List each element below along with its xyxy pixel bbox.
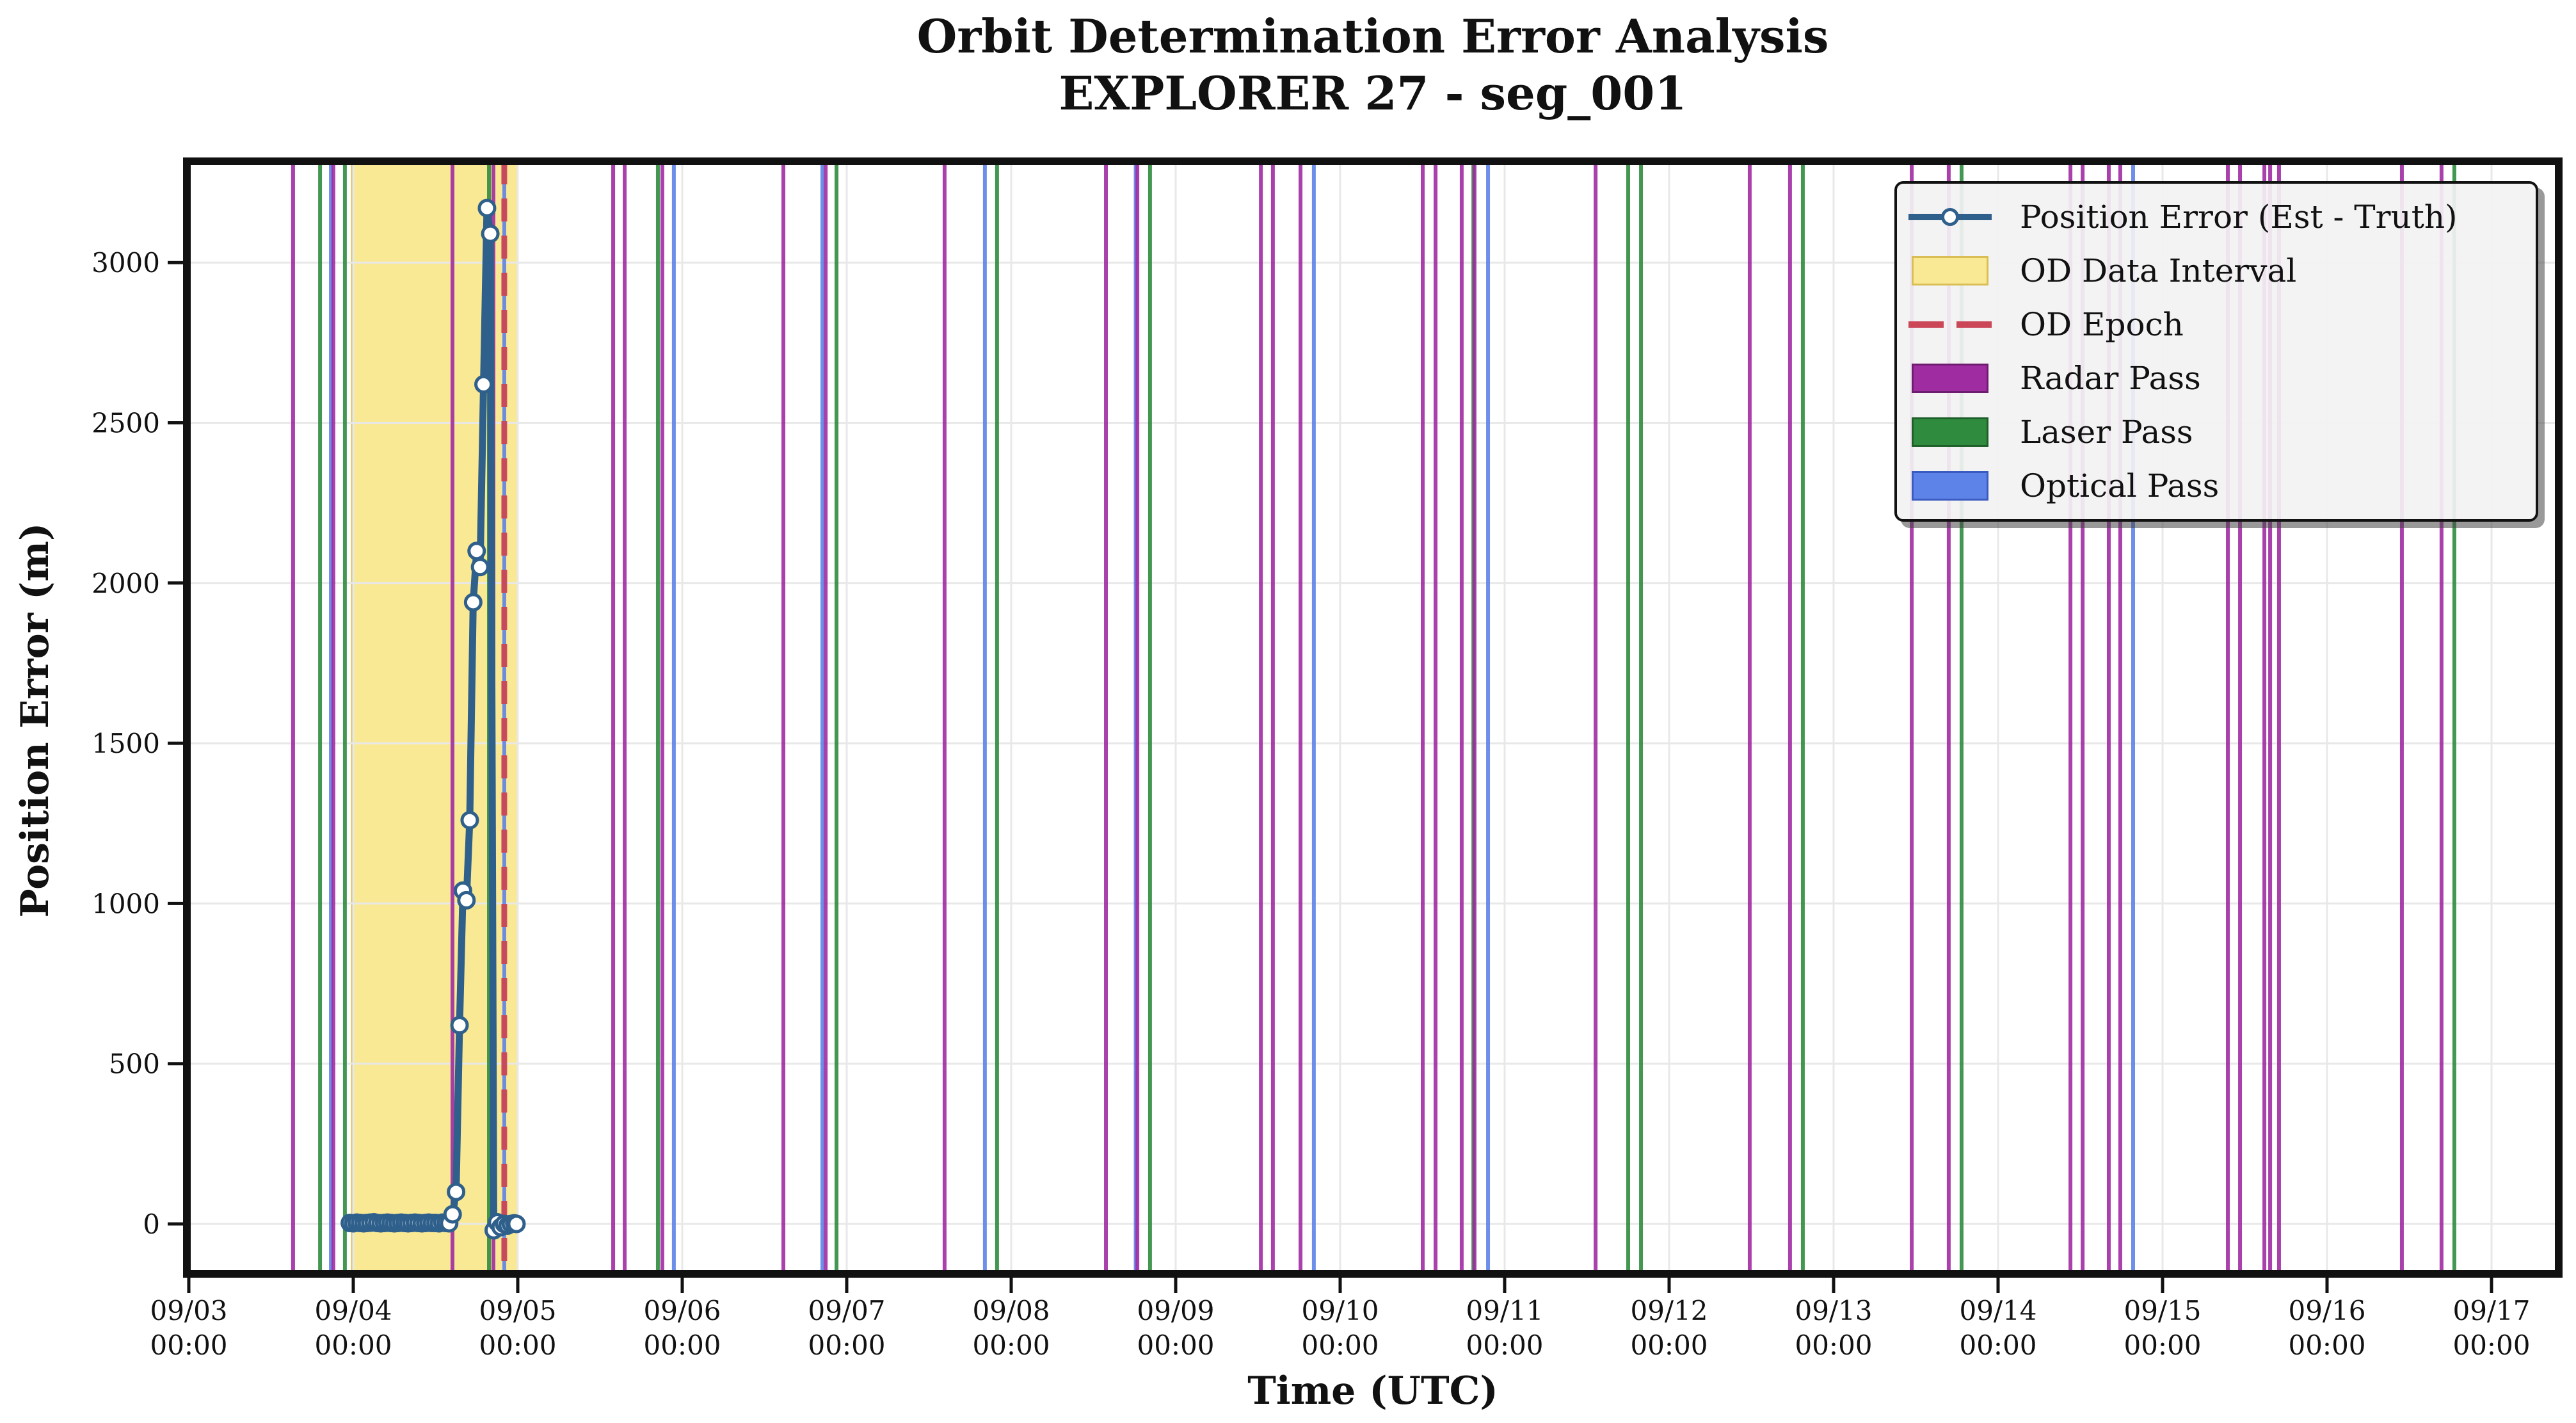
legend-item-laser: Laser Pass — [1908, 406, 2524, 458]
axis-tick-labels: 09/03 00:00 09/04 00:00 09/05 00:00 09/06 00:00… — [92, 247, 2530, 1361]
data-point-marker — [460, 810, 479, 830]
x-tick-label-date: 09/17 — [2452, 1295, 2530, 1326]
legend-sample-od_interval — [1908, 256, 1992, 285]
legend-sample-radar — [1908, 364, 1992, 393]
x-tick-label-time: 00:00 — [1466, 1330, 1543, 1361]
data-point-marker — [463, 593, 483, 612]
x-tick-label-date: 09/06 — [643, 1295, 721, 1326]
y-axis-label: Position Error (m) — [13, 522, 58, 918]
legend-item-od_interval: OD Data Interval — [1908, 245, 2524, 297]
legend-item-od_epoch: OD Epoch — [1908, 298, 2524, 351]
x-tick-label-time: 00:00 — [314, 1330, 392, 1361]
chart-title: Orbit Determination Error Analysis EXPLO… — [187, 8, 2559, 122]
x-tick-label-time: 00:00 — [643, 1330, 721, 1361]
legend-label: OD Epoch — [2020, 306, 2184, 343]
axis-ticks — [168, 261, 2493, 1293]
data-point-marker — [470, 558, 490, 577]
x-tick-label-date: 09/14 — [1959, 1295, 2036, 1326]
legend-item-radar: Radar Pass — [1908, 352, 2524, 405]
x-tick-label-date: 09/09 — [1137, 1295, 1214, 1326]
data-point-marker — [450, 1016, 469, 1035]
legend-sample-laser — [1908, 417, 1992, 447]
data-point-marker — [443, 1205, 462, 1224]
y-tick-label: 2500 — [92, 408, 160, 439]
data-point-marker — [457, 890, 476, 910]
data-point-marker — [474, 374, 493, 394]
legend-label: Laser Pass — [2020, 414, 2193, 451]
x-tick-label-time: 00:00 — [1137, 1330, 1214, 1361]
x-tick-label-time: 00:00 — [808, 1330, 885, 1361]
x-tick-label-date: 09/15 — [2124, 1295, 2201, 1326]
legend-item-optical: Optical Pass — [1908, 460, 2524, 512]
legend-item-position_error: Position Error (Est - Truth) — [1908, 191, 2524, 243]
data-point-marker — [507, 1214, 526, 1234]
chart-title-line1: Orbit Determination Error Analysis — [916, 9, 1829, 63]
x-tick-label-time: 00:00 — [2288, 1330, 2365, 1361]
x-tick-label-time: 00:00 — [2452, 1330, 2530, 1361]
x-tick-label-date: 09/04 — [314, 1295, 392, 1326]
x-tick-label-time: 00:00 — [1795, 1330, 1872, 1361]
data-point-marker — [467, 542, 486, 561]
x-tick-label-date: 09/08 — [972, 1295, 1050, 1326]
data-point-marker — [481, 224, 500, 243]
data-point-marker — [477, 198, 497, 218]
x-tick-label-time: 00:00 — [972, 1330, 1050, 1361]
x-tick-label-date: 09/05 — [479, 1295, 556, 1326]
chart-title-line2: EXPLORER 27 - seg_001 — [1059, 66, 1687, 121]
legend-label: Radar Pass — [2020, 360, 2201, 397]
y-tick-label: 500 — [109, 1049, 160, 1080]
x-axis-label: Time (UTC) — [1247, 1369, 1498, 1413]
x-tick-label-time: 00:00 — [1301, 1330, 1379, 1361]
x-tick-label-date: 09/12 — [1630, 1295, 1708, 1326]
x-tick-label-date: 09/13 — [1795, 1295, 1872, 1326]
y-tick-label: 3000 — [92, 247, 160, 278]
x-tick-label-date: 09/03 — [150, 1295, 227, 1326]
x-tick-label-time: 00:00 — [1630, 1330, 1708, 1361]
axes-spines — [183, 157, 2563, 1278]
legend-sample-od_epoch — [1908, 321, 1992, 328]
x-tick-label-time: 00:00 — [2124, 1330, 2201, 1361]
x-tick-label-date: 09/07 — [808, 1295, 885, 1326]
legend-label: OD Data Interval — [2020, 252, 2297, 289]
y-tick-label: 0 — [143, 1209, 160, 1240]
x-tick-label-date: 09/10 — [1301, 1295, 1379, 1326]
y-tick-label: 1000 — [92, 888, 160, 919]
y-tick-label: 1500 — [92, 728, 160, 759]
x-tick-label-date: 09/11 — [1466, 1295, 1543, 1326]
x-tick-label-time: 00:00 — [1959, 1330, 2036, 1361]
legend-label: Optical Pass — [2020, 467, 2220, 504]
x-tick-label-time: 00:00 — [150, 1330, 227, 1361]
data-point-marker — [447, 1182, 466, 1202]
legend-sample-optical — [1908, 471, 1992, 501]
legend: Position Error (Est - Truth) OD Data Inte… — [1894, 181, 2538, 522]
x-tick-label-time: 00:00 — [479, 1330, 556, 1361]
y-tick-label: 2000 — [92, 568, 160, 599]
x-tick-label-date: 09/16 — [2288, 1295, 2365, 1326]
legend-label: Position Error (Est - Truth) — [2020, 198, 2458, 236]
legend-sample-position_error — [1908, 208, 1992, 226]
